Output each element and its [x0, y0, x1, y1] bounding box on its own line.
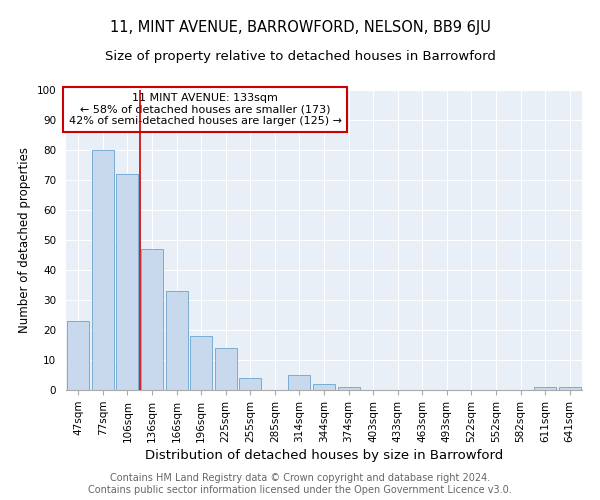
Y-axis label: Number of detached properties: Number of detached properties [18, 147, 31, 333]
Bar [338, 387, 359, 390]
Bar [116, 174, 139, 390]
Bar [239, 378, 262, 390]
Bar [141, 249, 163, 390]
X-axis label: Distribution of detached houses by size in Barrowford: Distribution of detached houses by size … [145, 449, 503, 462]
Bar [289, 375, 310, 390]
Text: Contains HM Land Registry data © Crown copyright and database right 2024.
Contai: Contains HM Land Registry data © Crown c… [88, 474, 512, 495]
Bar [559, 387, 581, 390]
Bar [534, 387, 556, 390]
Text: Size of property relative to detached houses in Barrowford: Size of property relative to detached ho… [104, 50, 496, 63]
Text: 11, MINT AVENUE, BARROWFORD, NELSON, BB9 6JU: 11, MINT AVENUE, BARROWFORD, NELSON, BB9… [110, 20, 490, 35]
Bar [67, 321, 89, 390]
Bar [215, 348, 237, 390]
Bar [166, 291, 188, 390]
Bar [92, 150, 114, 390]
Bar [190, 336, 212, 390]
Text: 11 MINT AVENUE: 133sqm
← 58% of detached houses are smaller (173)
42% of semi-de: 11 MINT AVENUE: 133sqm ← 58% of detached… [69, 93, 342, 126]
Bar [313, 384, 335, 390]
